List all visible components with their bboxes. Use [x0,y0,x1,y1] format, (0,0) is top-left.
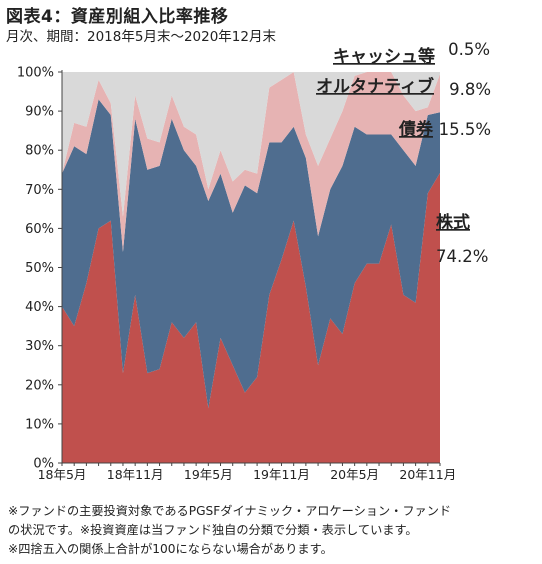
series-value-alternative: 9.8% [449,80,491,99]
y-tick-label: 80% [25,144,54,159]
area-stocks [62,172,440,463]
y-tick-label: 20% [25,378,54,393]
x-tick-label: 19年11月 [253,467,310,482]
x-tick-label: 20年11月 [399,467,456,482]
y-tick-label: 50% [25,261,54,276]
y-tick-label: 60% [25,222,54,237]
y-tick-label: 30% [25,339,54,354]
series-label-stocks: 株式 [436,212,470,233]
y-tick-label: 70% [25,183,54,198]
series-label-alternative: オルタナティブ [316,76,434,97]
x-tick-label: 20年5月 [330,467,379,482]
x-tick-label: 18年11月 [107,467,164,482]
area-cash [62,72,440,217]
series-value-cash: 0.5% [448,40,490,59]
series-value-bonds: 15.5% [439,120,491,139]
y-tick-label: 90% [25,105,54,120]
y-tick-label: 100% [17,66,54,81]
chart-subtitle: 月次、期間：2018年5月末～2020年12月末 [6,29,276,45]
series-label-cash: キャッシュ等 [333,46,435,67]
footnote-line-3: ※四捨五入の関係上合計が100にならない場合があります。 [8,542,333,556]
area-bonds [62,99,440,409]
footnote-line-1: ※ファンドの主要投資対象であるPGSFダイナミック・アロケーション・ファンド [8,504,452,518]
x-tick-label: 19年5月 [184,467,233,482]
area-alternative [62,72,440,252]
y-tick-label: 40% [25,300,54,315]
y-tick-label: 0% [33,457,54,472]
x-tick-label: 18年5月 [38,467,87,482]
y-tick-label: 10% [25,417,54,432]
footnote-line-2: の状況です。※投資資産は当ファンド独自の分類で分類・表示しています。 [8,523,418,537]
chart-title: 図表4：資産別組入比率推移 [6,7,229,27]
series-label-bonds: 債券 [398,119,434,140]
series-value-stocks: 74.2% [436,247,488,266]
